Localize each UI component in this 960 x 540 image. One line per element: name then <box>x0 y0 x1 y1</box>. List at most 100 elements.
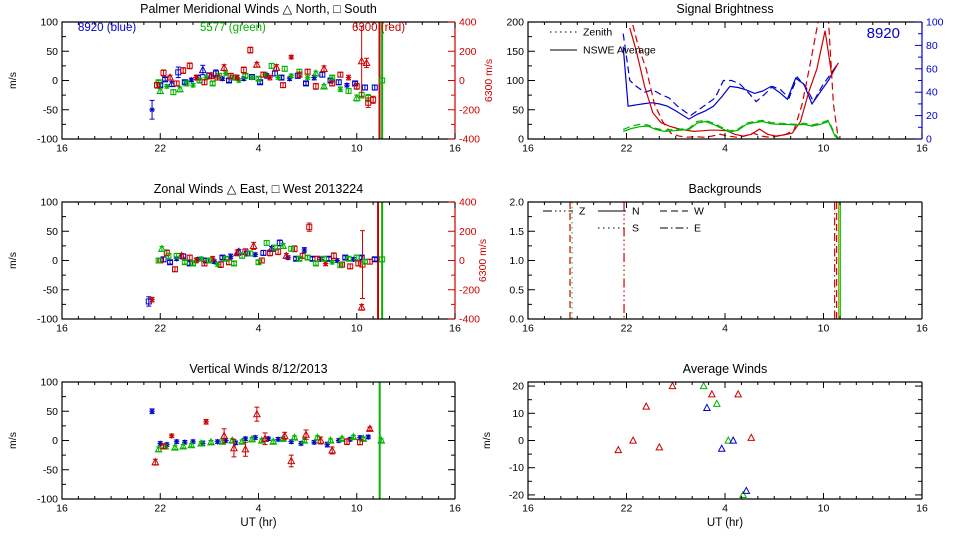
r-data-point <box>272 63 281 72</box>
r-data-point <box>201 79 208 86</box>
tick-marks <box>61 381 456 500</box>
right-y-tick-label: -200 <box>459 104 480 116</box>
y-tick-label: 0 <box>52 435 58 447</box>
y-tick-label: 100 <box>506 75 524 87</box>
b-data-point <box>145 296 152 307</box>
g-data-point <box>699 381 708 390</box>
y-tick-label: -20 <box>509 489 524 501</box>
r-data-point <box>160 443 167 450</box>
chart-title: Backgrounds <box>689 182 762 196</box>
x-tick-label: 16 <box>916 503 928 515</box>
g-solid-line <box>622 120 839 139</box>
b-data-point <box>275 436 281 443</box>
b-data-point <box>157 440 164 447</box>
g-data-point <box>275 74 281 81</box>
y-tick-label: -100 <box>37 314 58 326</box>
y-tick-label: 0 <box>52 255 58 267</box>
r-data-point <box>370 95 377 104</box>
g-data-point <box>154 444 163 453</box>
y-tick-label: 50 <box>512 104 524 116</box>
right-y-tick-label: 60 <box>926 63 938 75</box>
g-data-point <box>198 255 204 262</box>
right-y-tick-label: 200 <box>459 46 477 58</box>
b-dashed-line <box>622 33 839 117</box>
g-data-point <box>271 244 278 251</box>
b-data-point <box>188 77 195 83</box>
r-data-point <box>312 82 319 90</box>
g-data-point <box>312 260 319 267</box>
g-data-point <box>321 255 327 262</box>
x-tick-label: 10 <box>351 143 363 155</box>
b-data-point <box>175 66 182 79</box>
x-tick-label: 16 <box>449 503 461 515</box>
x-tick-label: 10 <box>818 503 830 515</box>
r-data-point <box>214 74 221 81</box>
panel-meridional-winds: 16 22 4 10 16 -100 -50 0 50 100 -400 -200 0 200 400 Pal… <box>0 0 495 180</box>
r-data-point <box>304 68 311 75</box>
g-data-point <box>290 433 299 441</box>
right-tick-marks <box>448 201 455 320</box>
annotation-5577-green-: 5577 (green) <box>200 22 266 34</box>
tick-marks <box>527 382 923 499</box>
r-data-point <box>343 438 350 446</box>
g-data-point <box>337 434 347 442</box>
g-data-point <box>329 74 336 81</box>
r-data-point <box>330 252 337 260</box>
panel-average-winds: 16 22 4 10 16 -20 -10 0 10 20 Average Winds m/s UT (… <box>480 360 960 540</box>
b-data-point <box>335 79 342 86</box>
g-data-point <box>345 255 352 262</box>
b-data-point <box>149 408 155 415</box>
x-axis-label: UT (hr) <box>707 517 743 529</box>
meridional-winds-chart: 16 22 4 10 16-100-50050100-400-2000200400Pal… <box>7 2 495 155</box>
r-data-point <box>316 436 325 445</box>
chart-title: Palmer Meridional Winds △ North, □ South <box>140 2 377 16</box>
g-data-point <box>288 73 295 79</box>
g-data-point <box>164 83 170 90</box>
r-data-point <box>252 60 261 68</box>
y-tick-label: 150 <box>506 46 524 58</box>
r-data-point <box>193 74 200 81</box>
chart-title: Average Winds <box>683 362 768 376</box>
r-data-point <box>240 66 247 74</box>
r-data-point <box>655 442 664 451</box>
y-tick-label: 0 <box>518 134 524 146</box>
g-data-point <box>304 74 311 81</box>
y-tick-label: 100 <box>40 377 58 389</box>
annotation-6300-red-: 6300 (red) <box>352 22 405 34</box>
line-series-group <box>622 22 839 139</box>
g-data-point <box>255 259 262 266</box>
g-data-point <box>179 441 188 450</box>
legend-label: Z <box>579 206 586 218</box>
g-data-point <box>379 256 386 263</box>
b-data-point <box>344 82 350 88</box>
x-tick-label: 16 <box>522 143 534 155</box>
g-data-point <box>222 70 229 77</box>
x-tick-label: 22 <box>621 143 633 155</box>
zonal-winds-chart: 16 22 4 10 16-100-50050100-400-2000200400Zon… <box>7 182 489 335</box>
y-axis-label: m/s <box>7 252 19 269</box>
r-data-point <box>319 64 329 73</box>
right-y-tick-label: 0 <box>459 255 465 267</box>
panel-vertical-winds: 16 22 4 10 16 -100 -50 0 50 100 Vertical Winds 8/1… <box>0 360 480 540</box>
g-data-point <box>255 75 262 82</box>
b-data-point <box>219 254 226 261</box>
right-y-tick-label: 200 <box>459 226 477 238</box>
x-tick-label: 16 <box>449 323 461 335</box>
b-data-point <box>729 436 738 444</box>
chart-title: Zonal Winds △ East, □ West 2013224 <box>154 182 363 196</box>
r-data-point <box>153 81 160 89</box>
right-y-tick-label: 20 <box>926 110 938 122</box>
right-tick-marks <box>915 201 922 320</box>
r-data-point <box>180 67 187 74</box>
b-data-point <box>361 84 368 91</box>
g-data-point <box>214 261 221 268</box>
right-y-tick-label: 400 <box>459 197 477 209</box>
y-tick-label: 0.0 <box>509 314 524 326</box>
y-tick-label: 20 <box>512 381 524 393</box>
g-data-point <box>236 77 242 84</box>
right-y-tick-label: 400 <box>459 17 477 29</box>
r-dashed-line <box>631 22 839 139</box>
g-data-point <box>352 93 361 102</box>
right-y-tick-label: -400 <box>459 314 480 326</box>
r-data-point <box>160 69 167 77</box>
